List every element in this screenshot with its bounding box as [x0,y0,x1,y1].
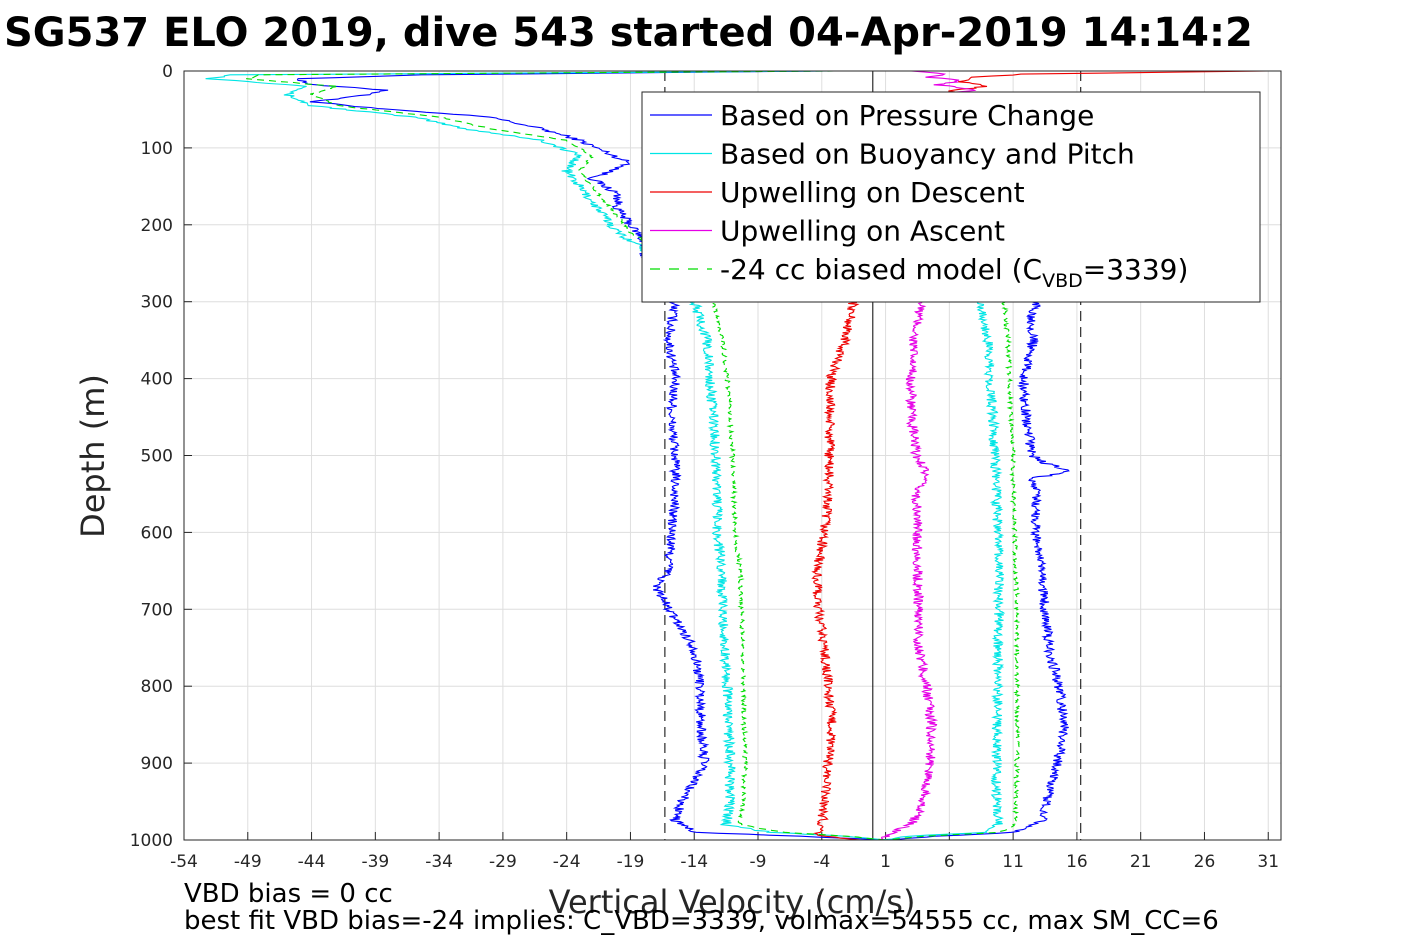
y-tick-label: 200 [141,216,173,236]
chart-title: SG537 ELO 2019, dive 543 started 04-Apr-… [4,10,1253,56]
x-tick-label: -14 [680,852,708,872]
x-tick-label: 16 [1066,852,1088,872]
x-tick-label: -4 [813,852,830,872]
x-tick-label: -34 [425,852,453,872]
series-line-4 [879,301,939,841]
x-tick-label: -44 [298,852,326,872]
series-line-5 [885,301,1022,841]
series-line-5 [246,70,886,841]
x-tick-label: 6 [944,852,955,872]
legend: Based on Pressure Change Based on Buoyanc… [641,91,1261,303]
y-tick-label: 900 [141,754,173,774]
legend-label-3: Upwelling on Descent [720,176,1025,209]
series-line-1 [296,70,886,841]
x-tick-label: -29 [489,852,517,872]
series-line-4 [911,70,977,95]
x-tick-label: 11 [1002,852,1024,872]
y-tick-label: 800 [141,677,173,697]
y-axis-label: Depth (m) [74,374,112,538]
legend-box [641,91,1261,303]
vbd-bias-annotation: VBD bias = 0 cc [184,879,393,909]
x-tick-label: -9 [750,852,767,872]
y-tick-label: 600 [141,523,173,543]
y-tick-label: 700 [141,600,173,620]
x-tick-label: 1 [880,852,891,872]
y-tick-label: 0 [162,62,173,82]
x-tick-label: -49 [234,852,262,872]
x-tick-label: -24 [553,852,581,872]
axes-box [183,70,1282,841]
x-tick-label: -19 [617,852,645,872]
legend-label-4: Upwelling on Ascent [720,215,1005,248]
series-line-3 [811,301,861,841]
legend-label-1: Based on Pressure Change [720,99,1094,132]
x-tick-labels: -54 -49 -44 -39 -34 -29 -24 -19 -14 -9 -4 1 6 11 16 21 2… [170,852,1279,872]
best-fit-annotation: best fit VBD bias=-24 implies: C_VBD=333… [184,906,1219,936]
series-layer [205,70,1269,841]
legend-label-5: -24 cc biased model (CVBD=3339) [720,253,1188,292]
x-tick-label: 21 [1130,852,1152,872]
series-line-2 [205,70,886,841]
y-tick-label: 300 [141,293,173,313]
series-line-1 [885,301,1070,841]
y-tick-label: 100 [141,139,173,159]
y-tick-label: 500 [141,447,173,467]
x-tick-label: -54 [170,852,198,872]
y-tick-label: 1000 [130,831,173,851]
series-line-2 [879,301,1006,841]
x-tick-label: 26 [1194,852,1216,872]
y-tick-labels: 0 100 200 300 400 500 600 700 800 900 1000 [130,62,173,851]
x-tick-label: 31 [1257,852,1279,872]
x-axis-label: Vertical Velocity (cm/s) [549,883,916,921]
legend-label-2: Based on Buoyancy and Pitch [720,138,1135,171]
y-tick-label: 400 [141,370,173,390]
x-tick-label: -39 [361,852,389,872]
